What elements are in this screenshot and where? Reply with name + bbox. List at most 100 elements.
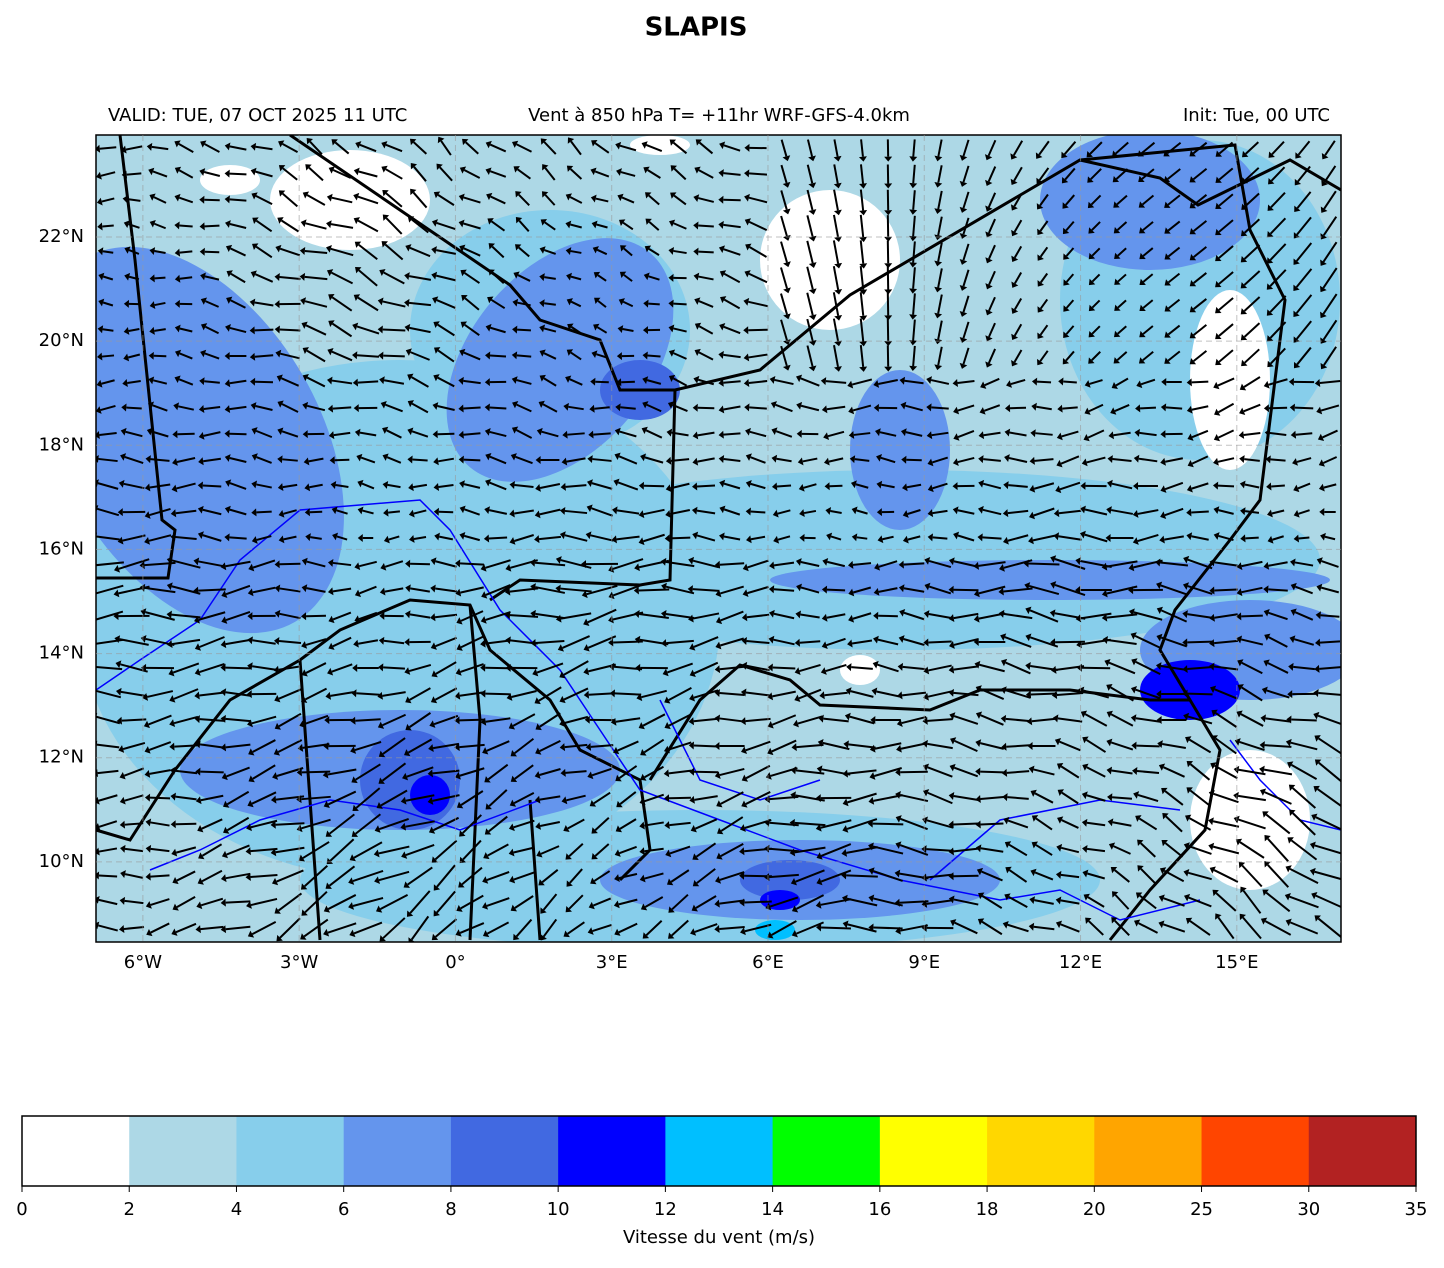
lat-label: 12°N [39,747,84,768]
wind-arrow [724,433,741,434]
wind-arrow [464,433,481,434]
wind-arrow [255,330,274,331]
wind-arrow-head [89,663,94,671]
wind-arrow [1270,459,1285,460]
wind-arrow [203,485,222,486]
wind-arrow [751,512,766,513]
wind-arrow [698,252,713,253]
wind-arrow [670,538,691,539]
wind-arrow [620,407,635,408]
wind-arrow [694,772,718,773]
wind-arrow [723,200,740,201]
wind-arrow [99,876,117,877]
wind-arrow [490,407,507,408]
wind-arrow [230,199,247,200]
wind-arrow [982,537,1001,538]
wind-arrow [226,901,251,902]
lon-label: 3°W [280,952,318,973]
wind-arrow [127,173,142,174]
wind-arrow [1191,512,1209,513]
wind-arrow [310,512,322,513]
colorbar-label: Vitesse du vent (m/s) [623,1227,815,1248]
colorbar-box [22,1116,130,1186]
wind-arrow [981,823,1004,824]
wind-arrow [276,823,305,824]
wind-arrow [931,407,948,408]
wind-arrow [744,901,772,902]
wind-arrow [282,459,298,460]
lat-label: 16°N [39,538,84,559]
colorbar-tick-label: 0 [16,1199,27,1220]
wind-arrow [567,433,584,434]
colorbar-box [987,1116,1095,1186]
wind-arrow [151,875,170,876]
wind-arrow-head [87,562,92,570]
wind-arrow [357,355,379,356]
wind-arrow [595,382,609,383]
wind-arrow [485,694,510,695]
wind-arrow [102,225,113,226]
wind-arrow [358,381,378,382]
wind-arrow [333,407,351,408]
colorbar-tick-label: 20 [1083,1199,1106,1220]
wind-arrow [464,460,481,461]
colorbar-box [665,1116,773,1186]
wind-arrow [517,355,531,356]
wind-arrow [648,304,660,305]
wind-arrow [1136,746,1159,747]
wind-arrow [225,668,250,669]
lat-label: 18°N [39,434,84,455]
lat-label: 14°N [39,643,84,664]
wind-arrow-head [88,640,94,648]
colorbar-box [880,1116,988,1186]
wind-arrow [621,382,635,383]
wind-arrow [383,329,406,330]
wind-arrow [459,720,484,721]
wind-arrow [1062,407,1077,408]
wind-arrow [463,407,480,408]
lon-label: 6°W [124,952,162,973]
wind-arrow [150,798,170,799]
lat-label: 22°N [39,226,84,247]
wind-arrow [800,641,820,642]
wind-arrow [198,589,226,590]
wind-arrow [827,590,845,591]
map-field [0,130,1360,950]
wind-arrow [1218,486,1234,487]
wind-arrow [1214,589,1237,590]
lon-label: 6°E [752,952,784,973]
wind-arrow [355,719,380,720]
wind-arrow [412,460,427,461]
wind-arrow [1271,485,1285,486]
wind-arrow [777,485,791,486]
colorbar-tick-label: 25 [1190,1199,1213,1220]
colorbar-box [344,1116,452,1186]
wind-arrow [280,329,301,330]
wind-arrow [697,486,715,487]
wind-arrow [255,382,273,383]
wind-arrow [155,278,166,279]
wind-arrow [1063,382,1077,383]
colorbar-tick-label: 12 [654,1199,677,1220]
wind-arrow [1295,408,1313,409]
wind-arrow [1296,433,1313,434]
wind-arrow [720,563,744,564]
wind-arrow [335,460,350,461]
colorbar-tick-label: 10 [547,1199,570,1220]
wind-arrow [933,537,948,538]
wind-arrow [773,667,796,668]
wind-arrow [953,824,978,825]
colorbar-tick-label: 14 [761,1199,784,1220]
colorbar-tick-label: 2 [124,1199,135,1220]
wind-arrow [913,139,914,156]
wind-arrow [517,330,531,331]
wind-arrow [644,486,664,487]
wind-arrow [846,875,878,876]
subtitle-center: Vent à 850 hPa T= +11hr WRF-GFS-4.0km [528,105,910,126]
colorbar-tick-label: 30 [1297,1199,1320,1220]
lon-label: 12°E [1059,952,1102,973]
wind-arrow [1192,382,1209,383]
wind-arrow [205,226,220,227]
wind-arrow [698,226,714,227]
